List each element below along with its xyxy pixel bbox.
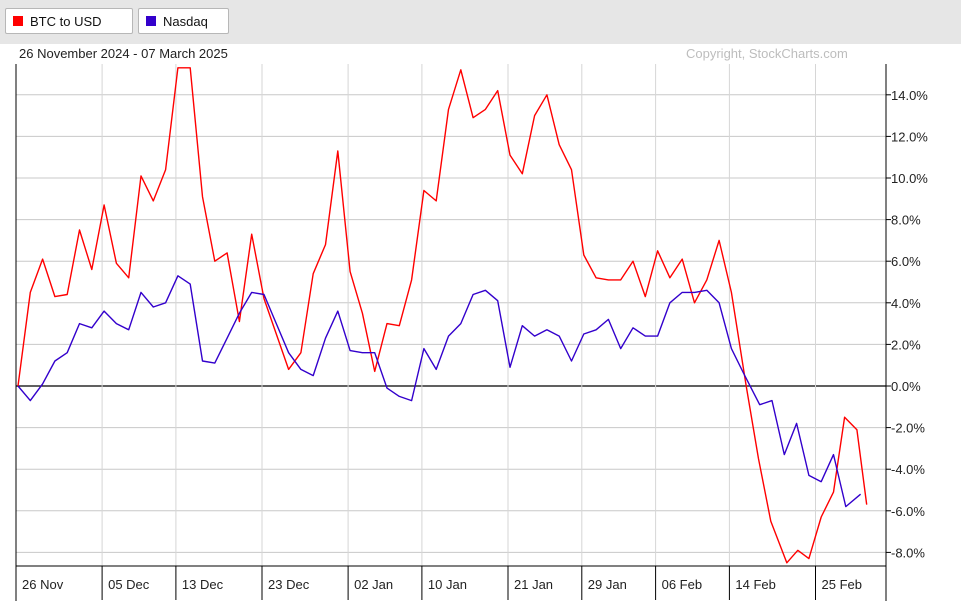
y-tick-label: 12.0% xyxy=(891,129,928,144)
y-tick-label: 10.0% xyxy=(891,171,928,186)
y-tick-label: 8.0% xyxy=(891,213,921,228)
x-tick-label: 10 Jan xyxy=(428,577,467,592)
legend-bar: BTC to USD Nasdaq xyxy=(0,0,961,44)
x-tick-label: 02 Jan xyxy=(354,577,393,592)
x-tick-label: 21 Jan xyxy=(514,577,553,592)
y-tick-label: 4.0% xyxy=(891,296,921,311)
x-tick-label: 05 Dec xyxy=(108,577,150,592)
x-tick-label: 06 Feb xyxy=(662,577,702,592)
x-tick-label: 29 Jan xyxy=(588,577,627,592)
y-tick-label: 2.0% xyxy=(891,337,921,352)
copyright-text: Copyright, StockCharts.com xyxy=(686,46,848,61)
date-range: 26 November 2024 - 07 March 2025 xyxy=(19,46,228,61)
x-tick-label: 14 Feb xyxy=(735,577,775,592)
series-line-nasdaq xyxy=(17,275,862,508)
legend-btc-label: BTC to USD xyxy=(30,13,102,29)
x-tick-label: 26 Nov xyxy=(22,577,64,592)
x-tick-label: 13 Dec xyxy=(182,577,224,592)
grid-layer xyxy=(15,64,886,566)
y-tick-label: 14.0% xyxy=(891,88,928,103)
y-tick-label: 0.0% xyxy=(891,379,921,394)
y-tick-label: -6.0% xyxy=(891,504,925,519)
legend-nasdaq-label: Nasdaq xyxy=(163,13,208,29)
x-tick-label: 23 Dec xyxy=(268,577,310,592)
x-tick-labels: 26 Nov 05 Dec 13 Dec 23 Dec 02 Jan 10 Jan 21 J… xyxy=(22,577,862,592)
legend-btc-button[interactable]: BTC to USD xyxy=(5,8,133,34)
y-tick-labels: 14.0% 12.0% 10.0% 8.0% 6.0% 4.0% 2.0% 0.0% -2.0%… xyxy=(891,88,928,561)
x-tick-label: 25 Feb xyxy=(822,577,862,592)
y-tick-label: -2.0% xyxy=(891,421,925,436)
series-layer xyxy=(17,67,868,564)
btc-color-swatch xyxy=(13,16,23,26)
axes-layer xyxy=(15,64,891,601)
nasdaq-color-swatch xyxy=(146,16,156,26)
y-tick-label: -8.0% xyxy=(891,545,925,560)
y-tick-label: -4.0% xyxy=(891,462,925,477)
legend-nasdaq-button[interactable]: Nasdaq xyxy=(138,8,229,34)
series-line-btc xyxy=(17,67,868,564)
y-tick-label: 6.0% xyxy=(891,254,921,269)
